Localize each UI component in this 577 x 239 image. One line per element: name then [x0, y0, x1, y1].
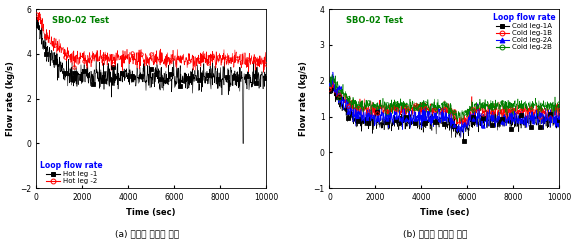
Legend: Cold leg-1A, Cold leg-1B, Cold leg-2A, Cold leg-2B: Cold leg-1A, Cold leg-1B, Cold leg-2A, C… — [492, 12, 556, 51]
Y-axis label: Flow rate (kg/s): Flow rate (kg/s) — [6, 61, 14, 136]
Text: SBO-02 Test: SBO-02 Test — [346, 16, 403, 25]
X-axis label: Time (sec): Time (sec) — [419, 208, 469, 217]
Text: (a) 고온관 유량의 변화: (a) 고온관 유량의 변화 — [115, 230, 179, 239]
X-axis label: Time (sec): Time (sec) — [126, 208, 176, 217]
Text: SBO-02 Test: SBO-02 Test — [52, 16, 109, 25]
Text: (b) 저온관 유량의 변화: (b) 저온관 유량의 변화 — [403, 230, 468, 239]
Legend: Hot leg -1, Hot leg -2: Hot leg -1, Hot leg -2 — [40, 160, 104, 185]
Y-axis label: Flow rate (kg/s): Flow rate (kg/s) — [299, 61, 308, 136]
